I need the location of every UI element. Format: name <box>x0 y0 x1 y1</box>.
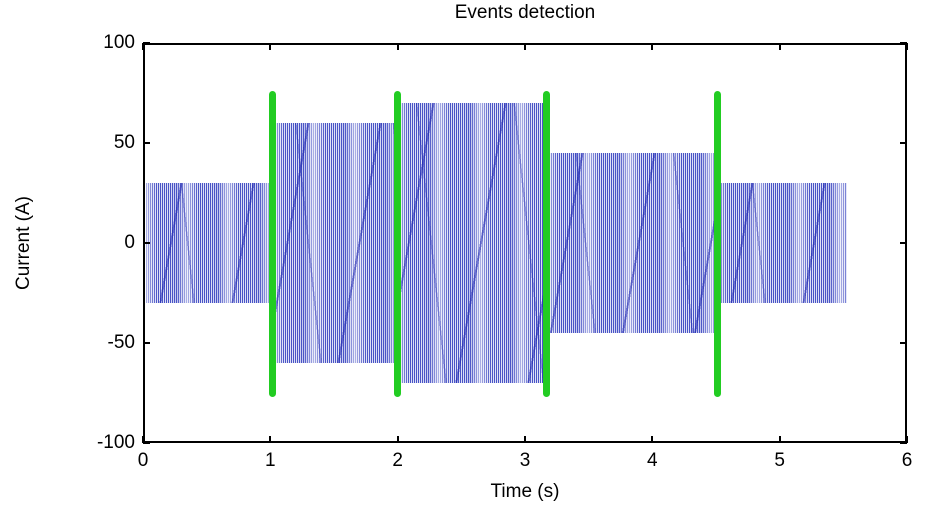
axis-ticks-layer <box>142 42 908 444</box>
signal-waveform-layer <box>143 43 907 443</box>
y-tick <box>143 442 150 444</box>
x-tick <box>269 436 272 443</box>
plot-area <box>142 42 908 444</box>
signal-segment <box>145 183 273 303</box>
x-tick-label: 0 <box>137 450 149 471</box>
y-tick-label: -50 <box>107 332 135 353</box>
y-tick <box>143 42 150 44</box>
y-tick-right <box>900 42 907 44</box>
event-line <box>713 91 721 397</box>
y-tick-right <box>900 142 907 144</box>
x-tick-top <box>651 43 654 50</box>
chart-title: Events detection <box>454 2 596 23</box>
y-tick-right <box>900 342 907 344</box>
x-axis-label: Time (s) <box>490 481 560 502</box>
x-tick-top <box>906 43 908 50</box>
x-tick <box>651 436 654 443</box>
x-tick-label: 3 <box>519 450 531 471</box>
x-tick-top <box>524 43 526 50</box>
event-line <box>269 91 277 397</box>
x-tick-label: 4 <box>647 450 658 471</box>
signal-segment <box>546 153 718 333</box>
y-tick-right <box>900 242 907 244</box>
y-tick-label: -100 <box>96 432 135 453</box>
y-tick <box>143 242 150 244</box>
signal-segment <box>397 103 547 383</box>
x-tick-top <box>269 43 272 50</box>
y-tick-right <box>900 442 907 444</box>
x-tick <box>396 436 399 443</box>
y-tick-label: 50 <box>113 132 135 153</box>
x-tick-top <box>778 43 781 50</box>
signal-segment <box>717 183 848 303</box>
y-axis-label: Current (A) <box>13 196 34 290</box>
event-line <box>394 91 402 397</box>
y-tick <box>143 142 150 144</box>
x-tick-label: 6 <box>901 450 913 471</box>
y-tick <box>143 342 150 344</box>
x-tick <box>778 436 781 443</box>
signal-segment <box>272 123 398 363</box>
x-tick <box>524 436 526 443</box>
x-tick-label: 5 <box>774 450 785 471</box>
x-tick-top <box>142 43 144 50</box>
x-tick-top <box>396 43 399 50</box>
y-tick-label: 0 <box>124 232 135 253</box>
x-tick-label: 1 <box>265 450 276 471</box>
event-line <box>543 91 551 397</box>
x-tick <box>906 436 908 443</box>
y-tick-label: 100 <box>103 32 135 53</box>
x-tick-label: 2 <box>392 450 403 471</box>
event-markers-layer <box>143 43 907 443</box>
